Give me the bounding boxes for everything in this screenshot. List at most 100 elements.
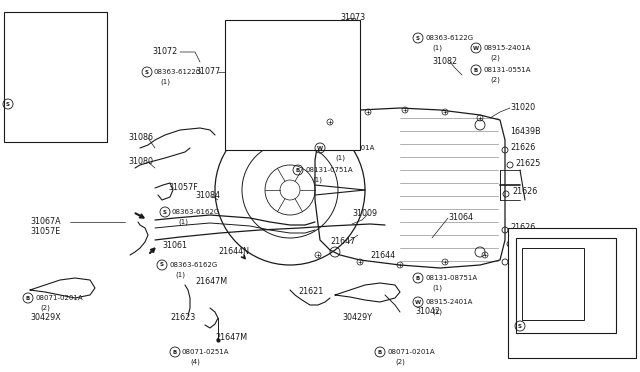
Text: 21626: 21626 [510, 256, 535, 264]
Text: (2): (2) [40, 305, 50, 311]
Text: 08131-0751A: 08131-0751A [305, 167, 353, 173]
Text: 08915-2401A: 08915-2401A [425, 299, 472, 305]
Circle shape [507, 241, 513, 247]
Text: 31061: 31061 [162, 241, 187, 250]
Circle shape [507, 162, 513, 168]
Text: 08131-08751A: 08131-08751A [425, 275, 477, 281]
Circle shape [503, 191, 509, 197]
Text: B: B [416, 276, 420, 280]
Text: 08071-0201A: 08071-0201A [387, 349, 435, 355]
Text: 30429X: 30429X [30, 314, 61, 323]
Text: 31073: 31073 [340, 13, 365, 22]
Bar [522, 248, 584, 320]
Circle shape [502, 147, 508, 153]
Text: (1): (1) [432, 45, 442, 51]
Text: 31084: 31084 [195, 192, 220, 201]
Text: 21626: 21626 [510, 224, 535, 232]
Text: 21647M: 21647M [215, 334, 247, 343]
Bar [4, 12, 107, 142]
Circle shape [502, 259, 508, 265]
Text: 21644N: 21644N [218, 247, 249, 257]
Text: ]: ] [60, 121, 63, 127]
Text: 08510-61612: 08510-61612 [527, 323, 574, 329]
Circle shape [475, 247, 485, 257]
Text: 08915-2401A: 08915-2401A [483, 45, 531, 51]
Text: S: S [160, 263, 164, 267]
Circle shape [330, 247, 340, 257]
Text: (1): (1) [432, 285, 442, 291]
Text: B: B [378, 350, 382, 355]
Text: 08363-6162G: 08363-6162G [169, 262, 217, 268]
Text: 21621: 21621 [298, 288, 323, 296]
Text: 31082: 31082 [432, 58, 457, 67]
Text: B: B [474, 67, 478, 73]
Text: 32710M: 32710M [249, 70, 277, 76]
Text: S: S [6, 102, 10, 106]
Text: 08915-2401A: 08915-2401A [327, 145, 374, 151]
Text: 16439B: 16439B [510, 128, 541, 137]
Text: (1): (1) [175, 272, 185, 278]
Text: 21644: 21644 [370, 250, 395, 260]
Text: 31077: 31077 [195, 67, 220, 77]
Text: [0885-: [0885- [8, 121, 31, 127]
Text: 08363-6122G: 08363-6122G [154, 69, 202, 75]
Text: 31086: 31086 [128, 134, 153, 142]
Text: B: B [173, 350, 177, 355]
Text: (2): (2) [535, 335, 545, 341]
Text: 21625: 21625 [515, 158, 540, 167]
Text: 21625: 21625 [515, 237, 540, 247]
Text: 21647M: 21647M [195, 278, 227, 286]
Circle shape [330, 123, 340, 133]
Text: 31067A: 31067A [30, 218, 61, 227]
Text: 31079: 31079 [249, 81, 271, 87]
Text: 08363-6122G: 08363-6122G [425, 35, 473, 41]
Text: 21647: 21647 [330, 237, 355, 247]
Text: (1): (1) [432, 309, 442, 315]
Text: 08071-0201A: 08071-0201A [35, 295, 83, 301]
Text: 21626: 21626 [510, 144, 535, 153]
Text: (1): (1) [178, 219, 188, 225]
Text: 31009: 31009 [352, 209, 377, 218]
Circle shape [475, 120, 485, 130]
Bar [225, 20, 360, 150]
Text: (2): (2) [490, 55, 500, 61]
Text: (2): (2) [395, 359, 405, 365]
Text: W: W [415, 299, 421, 305]
Text: (4): (4) [190, 359, 200, 365]
Text: S: S [416, 35, 420, 41]
Text: (1): (1) [312, 177, 322, 183]
Text: 30429Y: 30429Y [342, 314, 372, 323]
Text: 08363-6122G: 08363-6122G [15, 101, 63, 107]
Text: (2): (2) [20, 109, 30, 115]
Text: 31042: 31042 [415, 308, 440, 317]
Text: (2): (2) [490, 77, 500, 83]
Text: W: W [473, 45, 479, 51]
Text: 31072: 31072 [152, 48, 177, 57]
Text: 31020: 31020 [510, 103, 535, 112]
Text: 31057F: 31057F [168, 183, 198, 192]
Text: S: S [145, 70, 149, 74]
Bar [516, 238, 616, 333]
Text: 08363-6162G: 08363-6162G [172, 209, 220, 215]
Circle shape [502, 227, 508, 233]
Text: 31057E: 31057E [30, 228, 60, 237]
Text: S: S [518, 324, 522, 328]
Text: (1): (1) [335, 155, 345, 161]
Text: W: W [317, 145, 323, 151]
Text: 31036: 31036 [550, 304, 575, 312]
Text: (1): (1) [160, 79, 170, 85]
Text: 21644N: 21644N [42, 67, 73, 77]
Text: 21623: 21623 [170, 314, 195, 323]
Text: 32712M: 32712M [249, 59, 277, 65]
Bar [508, 228, 636, 358]
Text: B: B [296, 167, 300, 173]
Text: 21644P: 21644P [42, 29, 72, 38]
Text: 31080: 31080 [128, 157, 153, 167]
Text: B: B [26, 295, 30, 301]
Text: S: S [163, 209, 167, 215]
Text: 08071-0251A: 08071-0251A [182, 349, 230, 355]
Text: CA20E: CA20E [526, 231, 552, 241]
Text: ³3.0┆0085: ³3.0┆0085 [516, 346, 552, 354]
Text: 08131-0551A: 08131-0551A [483, 67, 531, 73]
Text: 31064: 31064 [448, 214, 473, 222]
